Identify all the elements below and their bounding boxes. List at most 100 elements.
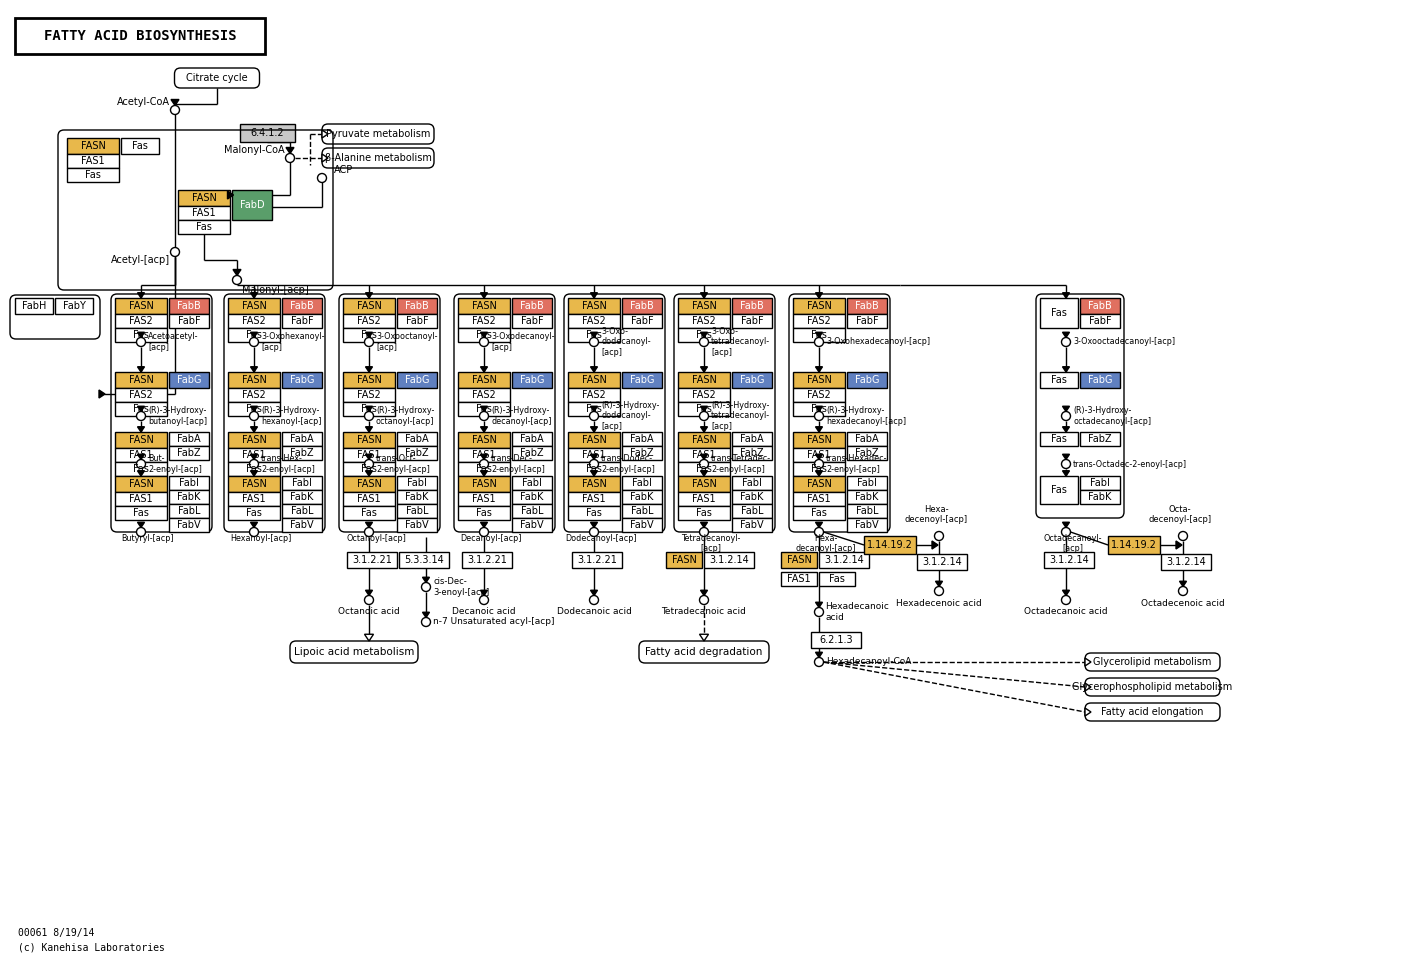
FancyBboxPatch shape (67, 168, 119, 182)
Circle shape (480, 460, 488, 468)
Polygon shape (936, 581, 943, 586)
FancyBboxPatch shape (846, 298, 888, 314)
Polygon shape (700, 333, 707, 337)
Circle shape (1062, 528, 1071, 536)
Text: 3.1.2.14: 3.1.2.14 (709, 555, 748, 565)
FancyBboxPatch shape (792, 314, 845, 328)
Text: Fas: Fas (361, 404, 376, 414)
Polygon shape (1062, 454, 1069, 460)
Text: Fas: Fas (586, 464, 602, 474)
Text: FAS1: FAS1 (473, 494, 496, 504)
FancyBboxPatch shape (115, 432, 168, 448)
Circle shape (136, 460, 145, 468)
FancyBboxPatch shape (283, 298, 322, 314)
Text: FASN: FASN (356, 479, 382, 489)
FancyBboxPatch shape (792, 476, 845, 492)
Text: FabG: FabG (405, 375, 429, 385)
Text: FASN: FASN (356, 375, 382, 385)
Text: Glycerolipid metabolism: Glycerolipid metabolism (1093, 657, 1211, 667)
FancyBboxPatch shape (344, 476, 395, 492)
Text: FabZ: FabZ (630, 448, 653, 458)
Text: FAS2: FAS2 (692, 390, 716, 400)
Text: FAS1: FAS1 (192, 208, 216, 218)
FancyBboxPatch shape (568, 314, 621, 328)
Text: Tetradecanoyl-
[acp]: Tetradecanoyl- [acp] (682, 534, 741, 554)
Polygon shape (365, 454, 372, 460)
FancyBboxPatch shape (115, 372, 168, 388)
Text: Acetoacetyl-
[acp]: Acetoacetyl- [acp] (148, 333, 199, 352)
Polygon shape (138, 470, 145, 476)
FancyBboxPatch shape (231, 190, 273, 220)
Text: Fas: Fas (1051, 434, 1066, 444)
Text: (R)-3-Hydroxy-
hexanoyl-[acp]: (R)-3-Hydroxy- hexanoyl-[acp] (261, 406, 321, 425)
Text: FASN: FASN (692, 375, 717, 385)
FancyBboxPatch shape (792, 372, 845, 388)
FancyBboxPatch shape (229, 432, 280, 448)
FancyBboxPatch shape (568, 476, 621, 492)
Text: Malonyl-CoA: Malonyl-CoA (224, 145, 285, 155)
Polygon shape (365, 470, 372, 476)
Text: FabV: FabV (855, 520, 879, 530)
Text: FASN: FASN (471, 301, 497, 311)
Text: trans-Oct-
2-enoyl-[acp]: trans-Oct- 2-enoyl-[acp] (376, 454, 430, 474)
Text: FASN: FASN (129, 301, 153, 311)
FancyBboxPatch shape (229, 298, 280, 314)
Polygon shape (322, 130, 328, 138)
FancyBboxPatch shape (322, 124, 435, 144)
Polygon shape (700, 470, 707, 476)
Polygon shape (170, 99, 179, 105)
FancyBboxPatch shape (568, 298, 621, 314)
Circle shape (700, 528, 709, 536)
FancyBboxPatch shape (344, 402, 395, 416)
FancyBboxPatch shape (731, 432, 772, 446)
Text: Fas: Fas (696, 330, 711, 340)
Polygon shape (1062, 293, 1069, 298)
Circle shape (136, 411, 145, 421)
FancyBboxPatch shape (513, 490, 552, 504)
Polygon shape (591, 406, 598, 411)
Polygon shape (480, 470, 487, 476)
FancyBboxPatch shape (459, 298, 510, 314)
FancyBboxPatch shape (792, 462, 845, 476)
Polygon shape (1062, 426, 1069, 432)
Text: trans-Tetradec-
2-enoyl-[acp]: trans-Tetradec- 2-enoyl-[acp] (711, 454, 771, 474)
Polygon shape (591, 367, 598, 372)
Polygon shape (138, 454, 145, 460)
Text: (R)-3-Hydroxy-
decanoyl-[acp]: (R)-3-Hydroxy- decanoyl-[acp] (491, 406, 551, 425)
Text: Glycerophospholipid metabolism: Glycerophospholipid metabolism (1072, 682, 1233, 692)
Circle shape (365, 528, 373, 536)
Text: FabG: FabG (629, 375, 655, 385)
Polygon shape (480, 426, 487, 432)
FancyBboxPatch shape (398, 446, 437, 460)
FancyBboxPatch shape (846, 490, 888, 504)
Polygon shape (700, 454, 707, 460)
Text: Fas: Fas (696, 508, 711, 518)
Circle shape (815, 337, 824, 346)
Text: 3-Oxo-
dodecanoyl-
[acp]: 3-Oxo- dodecanoyl- [acp] (601, 327, 650, 357)
FancyBboxPatch shape (115, 402, 168, 416)
Text: FAS1: FAS1 (473, 450, 496, 460)
Circle shape (250, 528, 258, 536)
FancyBboxPatch shape (1085, 653, 1220, 671)
FancyBboxPatch shape (639, 641, 770, 663)
FancyBboxPatch shape (1039, 298, 1078, 328)
Circle shape (815, 411, 824, 421)
Text: FASN: FASN (582, 301, 606, 311)
Circle shape (136, 337, 145, 346)
Text: cis-Dec-
3-enoyl-[acp]: cis-Dec- 3-enoyl-[acp] (433, 577, 490, 597)
Polygon shape (138, 406, 145, 411)
Circle shape (480, 337, 488, 346)
Text: FAS1: FAS1 (582, 450, 606, 460)
FancyBboxPatch shape (229, 492, 280, 506)
Text: FASN: FASN (807, 435, 832, 445)
FancyBboxPatch shape (459, 506, 510, 520)
Text: FAS1: FAS1 (807, 450, 831, 460)
Polygon shape (591, 590, 598, 596)
Text: Fas: Fas (246, 330, 261, 340)
FancyBboxPatch shape (1044, 552, 1093, 568)
Text: FASN: FASN (672, 555, 696, 565)
Circle shape (815, 607, 824, 617)
Text: Fas: Fas (246, 404, 261, 414)
Text: FASN: FASN (81, 141, 105, 151)
Text: trans-Hexadec-
2-enoyl-[acp]: trans-Hexadec- 2-enoyl-[acp] (826, 454, 888, 474)
